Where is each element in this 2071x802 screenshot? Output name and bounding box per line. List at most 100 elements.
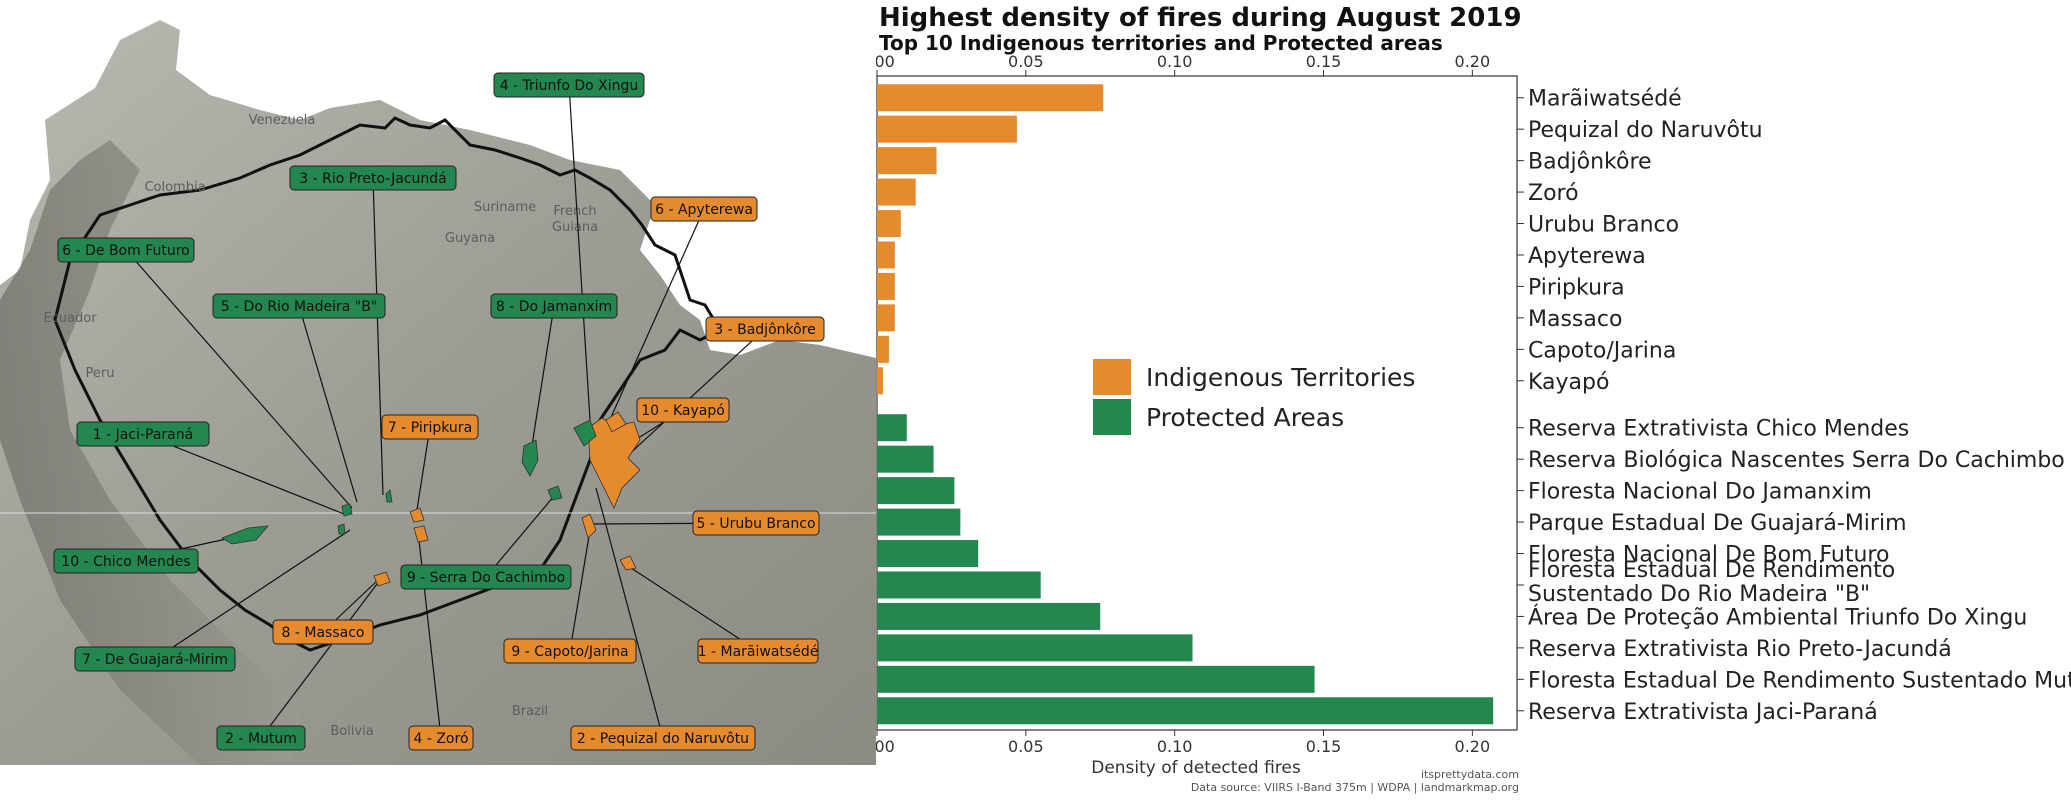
- country-label: French Guiana: [552, 204, 598, 235]
- leader-line: [569, 529, 591, 652]
- chart-panel: Highest density of fires during August 2…: [859, 0, 2071, 798]
- map-label-text: 10 - Chico Mendes: [61, 554, 190, 570]
- indigenous-bar: [877, 84, 1104, 112]
- protected-bar: [877, 540, 979, 568]
- map-label-text: 2 - Pequizal do Naruvôtu: [577, 731, 749, 747]
- indigenous-bar: [877, 304, 895, 332]
- leader-line: [607, 208, 705, 425]
- credit-source: Data source: VIIRS I-Band 375m | WDPA | …: [1191, 781, 1519, 794]
- top-axis-ticks: 0.00 0.05 0.10 0.15 0.20: [859, 52, 1490, 76]
- map-label-text: 5 - Urubu Branco: [696, 516, 815, 532]
- category-label: Kayapó: [1528, 370, 1609, 395]
- indigenous-bar: [877, 115, 1017, 143]
- indigenous-label-box: [636, 397, 730, 423]
- indigenous-territory-shape: [373, 571, 391, 587]
- leader-line: [627, 565, 759, 652]
- map-label-text: 8 - Massaco: [282, 625, 365, 641]
- bottom-tick-label: 0.20: [1455, 737, 1491, 756]
- protected-area-shape: [385, 489, 393, 503]
- protected-label-box: [74, 646, 236, 672]
- country-labels: Venezuela Colombia Suriname French Guiana Guy…: [43, 113, 598, 739]
- fire-density-chart: Highest density of fires during August 2…: [859, 3, 2071, 794]
- leader-line: [298, 305, 358, 503]
- category-label: Reserva Biológica Nascentes Serra Do Cac…: [1528, 448, 2065, 473]
- leader-line: [485, 495, 555, 578]
- map-label-text: 3 - Badjônkôre: [714, 322, 816, 338]
- country-label: Colombia: [144, 180, 205, 195]
- category-label: Piripkura: [1528, 275, 1625, 300]
- category-label: Apyterewa: [1528, 244, 1646, 269]
- protected-label-box: [53, 548, 199, 574]
- map-label-text: 7 - Piripkura: [388, 420, 472, 436]
- protected-bar: [877, 602, 1101, 630]
- protected-label-box: [57, 237, 195, 263]
- bars: [877, 84, 1494, 725]
- bottom-tick-label: 0.05: [1008, 737, 1044, 756]
- indigenous-label-box: [570, 725, 756, 751]
- protected-bar: [877, 571, 1041, 599]
- protected-bar: [877, 508, 961, 536]
- land-area: [0, 20, 876, 765]
- protected-bar: [877, 665, 1315, 693]
- legend-label: Indigenous Territories: [1146, 363, 1415, 392]
- protected-label-box: [493, 72, 645, 98]
- legend-swatch: [1093, 359, 1131, 395]
- category-label: Urubu Branco: [1528, 213, 1679, 238]
- leader-line: [125, 249, 353, 509]
- indigenous-territory-shape: [619, 555, 637, 571]
- country-label: Peru: [86, 366, 115, 381]
- protected-label-box: [212, 293, 386, 319]
- leader-lines: [125, 84, 766, 739]
- country-label: Guyana: [445, 231, 495, 246]
- credit-site: itsprettydata.com: [1421, 768, 1519, 781]
- top-tick-label: 0.15: [1306, 52, 1342, 71]
- bottom-tick-label: 0.15: [1306, 737, 1342, 756]
- country-label: Ecuador: [43, 311, 97, 326]
- indigenous-bar: [877, 272, 895, 300]
- indigenous-territory-shape: [409, 507, 425, 523]
- map-label-text: 1 - Jaci-Paraná: [93, 427, 193, 443]
- leader-line: [415, 426, 431, 517]
- indigenous-bar: [877, 241, 895, 269]
- country-label: Brazil: [512, 704, 548, 719]
- top-tick-label: 0.10: [1157, 52, 1193, 71]
- country-label: Suriname: [474, 200, 536, 215]
- bottom-axis-ticks: 0.00 0.05 0.10 0.15 0.20: [859, 730, 1491, 756]
- map-label-text: 3 - Rio Preto-Jacundá: [299, 171, 447, 187]
- map-labels: 4 - Triunfo Do Xingu 3 - Rio Preto-Jacund…: [53, 72, 825, 751]
- category-label: Marãiwatsédé: [1528, 87, 1682, 112]
- indigenous-bar: [877, 335, 889, 363]
- leader-line: [260, 579, 381, 739]
- map-label-text: 9 - Serra Do Cachimbo: [407, 570, 565, 586]
- chart-title: Highest density of fires during August 2…: [879, 3, 1522, 33]
- map-label-text: 6 - De Bom Futuro: [62, 243, 190, 259]
- category-label: Zoró: [1528, 181, 1579, 206]
- protected-area-shape: [221, 525, 269, 545]
- protected-label-box: [490, 293, 618, 319]
- category-labels: Marãiwatsédé Pequizal do Naruvôtu Badjônkô…: [1517, 87, 2071, 725]
- protected-bar: [877, 445, 934, 473]
- bottom-tick-label: 0.00: [876, 737, 895, 756]
- map-label-text: 4 - Triunfo Do Xingu: [500, 78, 639, 94]
- category-label: Reserva Extrativista Rio Preto-Jacundá: [1528, 637, 1952, 662]
- plot-area: [876, 75, 1518, 731]
- category-label: Capoto/Jarina: [1528, 338, 1676, 363]
- category-label-line: Floresta Estadual De Rendimento: [1528, 558, 1895, 583]
- indigenous-bar: [877, 367, 883, 395]
- indigenous-territory-shape: [413, 525, 429, 543]
- map-panel: Venezuela Colombia Suriname French Guiana Guy…: [0, 0, 876, 798]
- top-tick-label: 0.05: [1008, 52, 1044, 71]
- map-label-text: 7 - De Guajará-Mirim: [82, 652, 228, 668]
- leader-line: [568, 84, 591, 421]
- category-label: Reserva Extrativista Jaci-Paraná: [1528, 700, 1878, 725]
- area-shapes: [221, 411, 641, 587]
- protected-area-shape: [337, 523, 346, 535]
- protected-area-shape: [341, 503, 353, 517]
- category-label: Parque Estadual De Guajará-Mirim: [1528, 511, 1907, 536]
- indigenous-label-box: [650, 196, 758, 222]
- protected-bar: [877, 477, 955, 505]
- protected-area-shape: [521, 439, 539, 477]
- legend: Indigenous Territories Protected Areas: [1093, 359, 1415, 435]
- indigenous-label-box: [381, 414, 479, 440]
- leader-line: [154, 529, 351, 660]
